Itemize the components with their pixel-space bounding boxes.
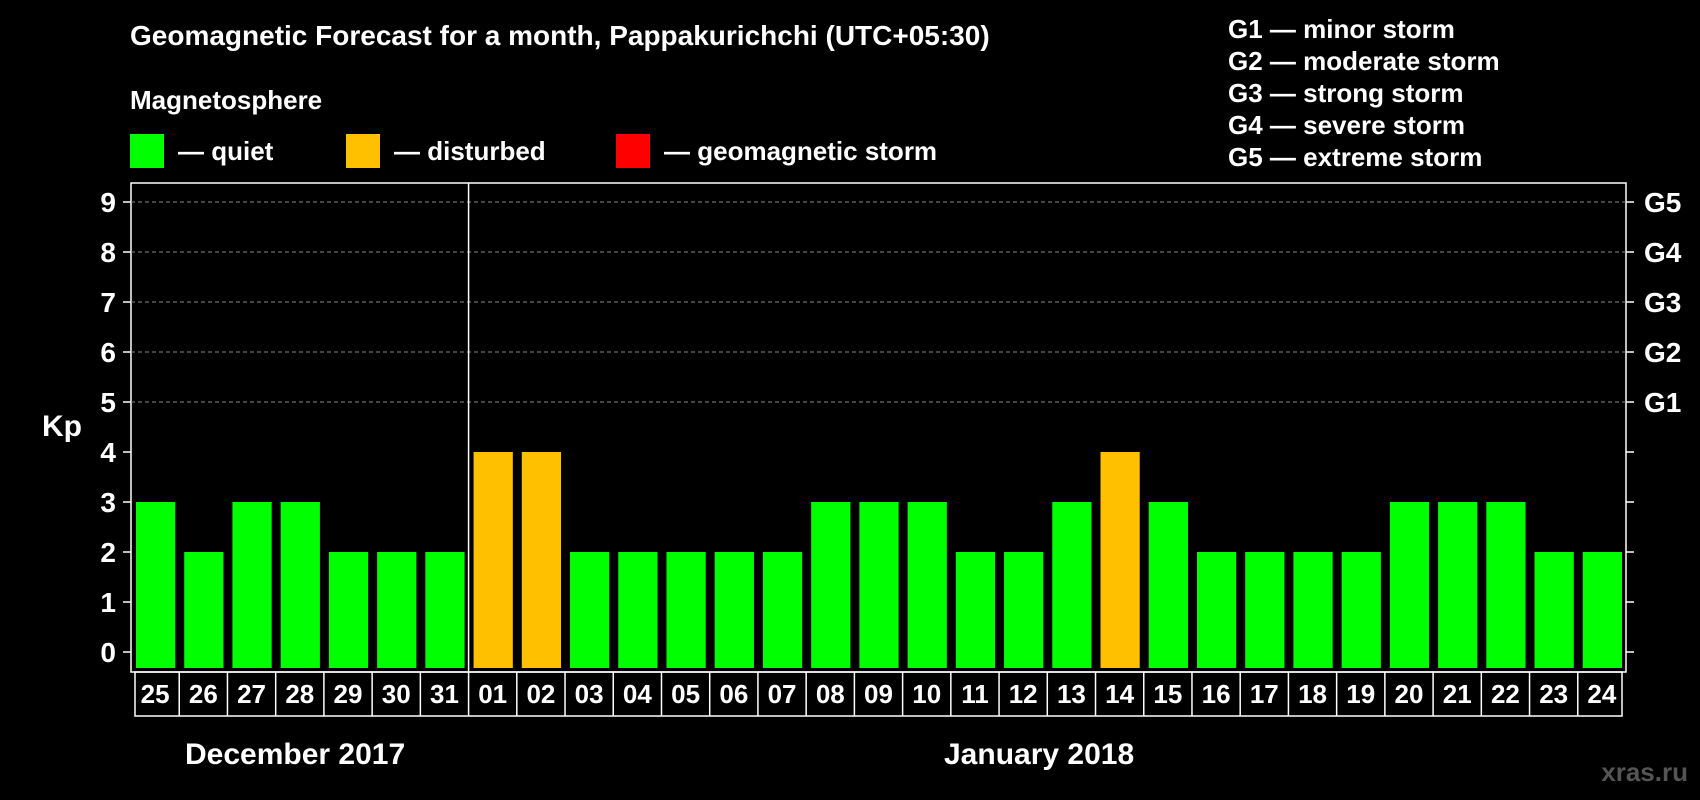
date-label: 21 (1443, 679, 1472, 709)
legend-item-disturbed: — disturbed (346, 134, 546, 168)
watermark: xras.ru (1601, 757, 1688, 787)
date-label: 03 (575, 679, 604, 709)
kp-bar (907, 502, 947, 668)
kp-bar (1148, 502, 1188, 668)
kp-bar (955, 552, 996, 668)
kp-bar (521, 452, 562, 668)
legend-item-storm: — geomagnetic storm (616, 134, 937, 168)
date-label: 25 (141, 679, 170, 709)
y-tick-label: 9 (100, 187, 116, 218)
kp-bar (232, 502, 272, 668)
g-scale-label: G2 (1644, 337, 1681, 368)
date-label: 15 (1153, 679, 1182, 709)
kp-bar (328, 552, 369, 668)
kp-bar (1293, 552, 1333, 668)
month-label-december: December 2017 (185, 738, 406, 771)
date-label: 06 (719, 679, 748, 709)
g-scale-label: G1 (1644, 387, 1681, 418)
legend-swatch-quiet (130, 134, 164, 168)
date-label: 04 (623, 679, 652, 709)
y-axis-label: Kp (42, 410, 82, 443)
g-scale-label: G5 (1644, 187, 1681, 218)
kp-bar (136, 502, 176, 668)
date-label: 31 (430, 679, 459, 709)
y-tick-label: 8 (100, 237, 116, 268)
legend-item-quiet: — quiet (130, 134, 273, 168)
date-label: 24 (1587, 679, 1616, 709)
y-tick-label: 2 (100, 537, 116, 568)
kp-bar (1004, 552, 1044, 668)
y-tick-label: 1 (100, 587, 116, 618)
kp-bar (1438, 502, 1478, 668)
kp-bar (714, 552, 754, 668)
storm-level-g1: G1 — minor storm (1228, 14, 1455, 44)
month-label-january: January 2018 (944, 738, 1135, 771)
kp-bar (811, 502, 851, 668)
storm-level-g5: G5 — extreme storm (1228, 142, 1483, 172)
kp-bar (666, 552, 706, 668)
g-scale-label: G3 (1644, 287, 1681, 318)
kp-bar (1486, 502, 1526, 668)
legend-label-disturbed: — disturbed (394, 135, 546, 166)
date-label: 11 (961, 679, 989, 709)
storm-level-g3: G3 — strong storm (1228, 78, 1464, 108)
date-label: 07 (768, 679, 797, 709)
date-label: 29 (334, 679, 363, 709)
kp-bar (1100, 452, 1140, 668)
date-label: 28 (285, 679, 314, 709)
date-label: 30 (382, 679, 411, 709)
kp-bar (618, 552, 658, 668)
date-label: 05 (671, 679, 700, 709)
g-scale-label: G4 (1644, 237, 1682, 268)
date-label: 13 (1057, 679, 1086, 709)
legend-swatch-storm (616, 134, 650, 168)
date-label: 08 (816, 679, 845, 709)
date-label: 26 (189, 679, 218, 709)
kp-bar (570, 552, 610, 668)
kp-bar (859, 502, 899, 668)
kp-bar (1196, 552, 1237, 668)
legend-label-storm: — geomagnetic storm (664, 135, 938, 166)
date-label: 17 (1250, 679, 1279, 709)
date-label: 16 (1202, 679, 1231, 709)
y-tick-label: 5 (100, 387, 116, 418)
kp-bar (1534, 552, 1574, 668)
kp-bar (425, 552, 465, 668)
date-label: 18 (1298, 679, 1327, 709)
kp-bar (1245, 552, 1285, 668)
legend-swatch-disturbed (346, 134, 380, 168)
date-label: 12 (1009, 679, 1038, 709)
y-tick-label: 3 (100, 487, 116, 518)
storm-level-g2: G2 — moderate storm (1228, 46, 1500, 76)
date-label: 19 (1346, 679, 1375, 709)
date-label: 27 (237, 679, 266, 709)
date-label: 01 (478, 679, 507, 709)
date-label: 02 (526, 679, 555, 709)
storm-level-g4: G4 — severe storm (1228, 110, 1466, 140)
date-label: 20 (1395, 679, 1424, 709)
kp-bar (1582, 552, 1622, 668)
date-label: 22 (1491, 679, 1520, 709)
date-label: 14 (1105, 679, 1134, 709)
kp-bar (377, 552, 417, 668)
y-tick-label: 4 (100, 437, 116, 468)
kp-bar (1389, 502, 1430, 668)
y-tick-label: 6 (100, 337, 116, 368)
date-label: 10 (912, 679, 941, 709)
kp-bar (473, 452, 513, 668)
kp-bar (762, 552, 803, 668)
kp-bar (280, 502, 320, 668)
legend-label-quiet: — quiet (178, 135, 274, 166)
y-tick-label: 0 (100, 637, 116, 668)
kp-bar (184, 552, 224, 668)
date-label: 09 (864, 679, 893, 709)
kp-bar (1341, 552, 1381, 668)
magnetosphere-title: Magnetosphere (130, 85, 323, 115)
date-label: 23 (1539, 679, 1568, 709)
y-tick-label: 7 (100, 287, 116, 318)
kp-bar (1052, 502, 1092, 668)
chart-title: Geomagnetic Forecast for a month, Pappak… (130, 20, 990, 51)
date-row-frame (134, 671, 1623, 717)
